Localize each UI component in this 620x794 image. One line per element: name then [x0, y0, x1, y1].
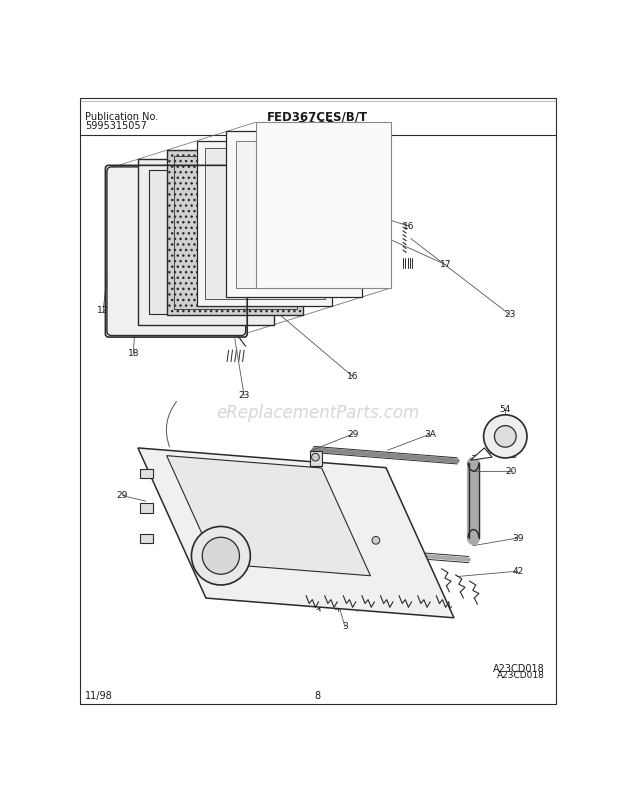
Text: 8: 8 [315, 691, 321, 701]
Text: 16: 16 [347, 372, 358, 381]
Text: 42: 42 [512, 567, 523, 576]
Bar [140, 503, 153, 513]
Bar [167, 150, 303, 315]
Text: 39: 39 [512, 534, 523, 542]
Circle shape [312, 453, 319, 461]
Text: A23CD018: A23CD018 [494, 664, 545, 674]
Bar [149, 170, 263, 314]
Text: 20: 20 [506, 467, 517, 476]
FancyBboxPatch shape [107, 167, 246, 336]
Circle shape [484, 414, 527, 458]
Text: 29: 29 [347, 430, 358, 438]
Text: 4: 4 [334, 484, 340, 492]
Circle shape [192, 526, 250, 585]
Text: 10: 10 [202, 580, 213, 588]
Bar [255, 122, 391, 287]
Text: 23: 23 [504, 310, 516, 319]
Polygon shape [167, 456, 371, 576]
Text: 3A: 3A [424, 430, 436, 438]
Polygon shape [138, 448, 454, 618]
Bar [140, 468, 153, 478]
Text: eReplacementParts.com: eReplacementParts.com [216, 403, 419, 422]
Text: 3: 3 [342, 622, 348, 631]
Text: 16: 16 [404, 222, 415, 231]
Bar [310, 451, 322, 466]
Text: A23CD018: A23CD018 [497, 671, 545, 680]
Text: 9: 9 [152, 287, 158, 296]
Bar [138, 159, 273, 325]
Text: DOOR: DOOR [298, 120, 337, 133]
Text: 18: 18 [128, 349, 139, 358]
Text: 12: 12 [97, 306, 108, 315]
Text: 31: 31 [262, 172, 273, 180]
Text: 23: 23 [239, 391, 250, 400]
Text: 20: 20 [394, 545, 405, 554]
Bar [174, 156, 297, 310]
Text: 7: 7 [358, 164, 363, 173]
Text: 29: 29 [117, 491, 128, 500]
Text: 11/98: 11/98 [86, 691, 113, 701]
Bar [226, 132, 362, 297]
Bar [140, 534, 153, 543]
Text: 17: 17 [440, 260, 451, 269]
Text: FED367CES/B/T: FED367CES/B/T [267, 110, 368, 124]
Text: 54: 54 [500, 405, 511, 414]
Circle shape [495, 426, 516, 447]
Polygon shape [471, 448, 492, 461]
Bar [236, 141, 353, 287]
Bar [197, 141, 332, 306]
Bar [205, 148, 325, 299]
Text: 5995315057: 5995315057 [86, 121, 147, 131]
Text: Publication No.: Publication No. [86, 112, 159, 122]
Text: 3B: 3B [505, 451, 518, 461]
Circle shape [372, 537, 379, 544]
Circle shape [202, 538, 239, 574]
